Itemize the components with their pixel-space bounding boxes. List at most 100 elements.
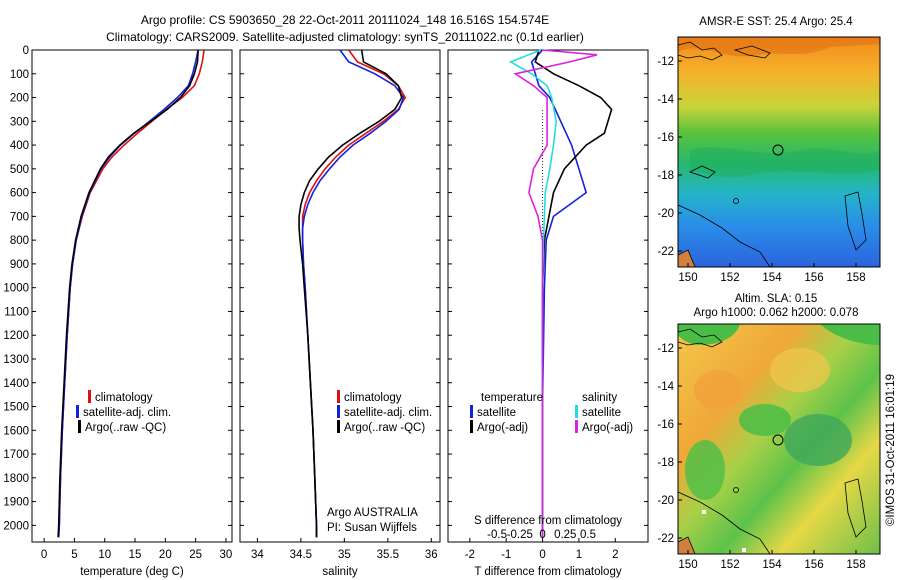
x-tick-label: 5 bbox=[71, 549, 77, 561]
legend-title-salinity: salinity bbox=[582, 392, 617, 404]
sla-green-center bbox=[739, 404, 791, 436]
depth-tick-label: 100 bbox=[10, 69, 29, 81]
sla-orange-high bbox=[694, 370, 742, 410]
sst-map: AMSR-E SST: 25.4 Argo: 25.4 bbox=[657, 16, 881, 284]
legend-swatch-s-argo bbox=[575, 420, 578, 433]
coastline-png bbox=[677, 41, 723, 61]
depth-tick-label: 600 bbox=[10, 188, 29, 200]
difference-series bbox=[508, 49, 613, 538]
series-satellite bbox=[301, 49, 405, 538]
series-salinity-argo bbox=[513, 49, 598, 538]
depth-tick-label: 1800 bbox=[3, 473, 29, 485]
depth-tick-label: 1100 bbox=[4, 306, 29, 318]
difference-panel: -2 -1 0 1 2 -0.5 -0.25 0 0.25 0.5 T difference fr… bbox=[447, 49, 649, 578]
x2-tick-label: -0.25 bbox=[507, 529, 533, 541]
map-lat-label: -22 bbox=[657, 246, 674, 258]
map-lon-label: 150 bbox=[678, 272, 697, 284]
x2-tick-label: 0 bbox=[539, 529, 545, 541]
x-tick-label: 30 bbox=[220, 549, 233, 561]
salinity-series bbox=[298, 49, 407, 538]
map-lat-label: -20 bbox=[657, 208, 674, 220]
legend-swatch-satellite bbox=[337, 405, 340, 418]
argo-position-marker bbox=[772, 144, 784, 156]
small-island bbox=[733, 487, 739, 493]
legend-label-satellite: satellite-adj. clim. bbox=[83, 407, 171, 419]
depth-tick-label: 1500 bbox=[3, 402, 29, 414]
x2-tick-label: 0.25 bbox=[554, 529, 576, 541]
x-tick-label: 15 bbox=[129, 549, 142, 561]
salinity-panel: 34 34.5 35 35.5 36 salinity climatology sate… bbox=[239, 49, 441, 578]
depth-tick-label: 2000 bbox=[3, 520, 29, 532]
sst-warm-patch bbox=[678, 37, 880, 57]
depth-tick-label: 1900 bbox=[3, 497, 29, 509]
temperature-xlabel: temperature (deg C) bbox=[80, 566, 184, 578]
difference-xlabel: T difference from climatology bbox=[474, 566, 621, 578]
salinity-frame bbox=[239, 49, 441, 543]
difference-legend-temperature: temperature satellite Argo(-adj) bbox=[470, 392, 543, 434]
depth-axis: 0 100 200 300 400 500 600 700 800 900 1000 1100 1200… bbox=[3, 45, 29, 532]
sla-title-2: Argo h1000: 0.062 h2000: 0.078 bbox=[694, 307, 859, 319]
series-temperature-satellite bbox=[530, 49, 588, 538]
coastline-islands bbox=[733, 45, 771, 59]
x-tick-label: 1 bbox=[576, 549, 582, 561]
map-lon-label: 156 bbox=[804, 272, 823, 284]
sla-yellow-high bbox=[770, 348, 830, 392]
annotation-pi: PI: Susan Wijffels bbox=[327, 522, 417, 534]
depth-tick-label: 700 bbox=[10, 211, 29, 223]
difference-frame bbox=[447, 49, 649, 543]
x2-tick-label: -0.5 bbox=[487, 529, 507, 541]
legend-label-argo: Argo(..raw -QC) bbox=[344, 422, 425, 434]
series-argo bbox=[298, 49, 403, 538]
legend-label-s-argo: Argo(-adj) bbox=[582, 422, 633, 434]
sst-green-band bbox=[690, 147, 880, 178]
legend-title-temperature: temperature bbox=[481, 392, 543, 404]
map-lon-label: 154 bbox=[762, 559, 782, 571]
temperature-frame bbox=[31, 49, 233, 543]
small-island bbox=[733, 198, 739, 204]
series-argo bbox=[57, 49, 199, 538]
map-lat-label: -14 bbox=[657, 381, 674, 393]
legend-label-satellite: satellite-adj. clim. bbox=[344, 407, 432, 419]
map-lat-label: -12 bbox=[657, 56, 674, 68]
depth-tick-label: 1600 bbox=[3, 425, 29, 437]
map-lon-label: 152 bbox=[720, 272, 739, 284]
legend-swatch-climatology bbox=[88, 390, 91, 403]
difference-ticks: -2 -1 0 1 2 -0.5 -0.25 0 0.25 0.5 bbox=[448, 49, 648, 561]
depth-tick-label: 0 bbox=[23, 45, 29, 57]
salinity-legend: climatology satellite-adj. clim. Argo(..… bbox=[337, 390, 432, 434]
series-climatology bbox=[57, 49, 205, 538]
legend-label-s-satellite: satellite bbox=[582, 407, 621, 419]
legend-label-t-argo: Argo(-adj) bbox=[477, 422, 528, 434]
depth-tick-label: 1200 bbox=[3, 330, 29, 342]
header-title: Argo profile: CS 5903650_28 22-Oct-2011 … bbox=[141, 13, 549, 27]
sst-title: AMSR-E SST: 25.4 Argo: 25.4 bbox=[699, 16, 853, 28]
map-lat-label: -18 bbox=[657, 170, 674, 182]
map-lat-label: -20 bbox=[657, 495, 674, 507]
sla-frame bbox=[677, 323, 881, 555]
map-lon-label: 158 bbox=[846, 559, 865, 571]
legend-label-climatology: climatology bbox=[344, 392, 402, 404]
x-tick-label: 0 bbox=[539, 549, 545, 561]
depth-tick-label: 200 bbox=[10, 93, 29, 105]
coastline-australia bbox=[677, 204, 771, 268]
series-climatology bbox=[301, 49, 407, 538]
legend-swatch-satellite bbox=[76, 405, 79, 418]
x-tick-label: 35 bbox=[338, 549, 351, 561]
legend-swatch-t-argo bbox=[470, 420, 473, 433]
map-lon-label: 152 bbox=[720, 559, 739, 571]
sla-map: Altim. SLA: 0.15 Argo h1000: 0.062 h2000… bbox=[657, 293, 881, 571]
depth-tick-label: 800 bbox=[10, 235, 29, 247]
x2-tick-label: 0.5 bbox=[580, 529, 596, 541]
salinity-ticks: 34 34.5 35 35.5 36 bbox=[240, 49, 440, 561]
temperature-series bbox=[57, 49, 205, 538]
x-tick-label: 2 bbox=[612, 549, 618, 561]
map-lon-label: 156 bbox=[804, 559, 823, 571]
difference-xlabel2: S difference from climatology bbox=[474, 515, 622, 527]
legend-label-climatology: climatology bbox=[95, 392, 153, 404]
legend-swatch-t-satellite bbox=[470, 405, 473, 418]
x-tick-label: 34 bbox=[251, 549, 264, 561]
x-tick-label: 0 bbox=[41, 549, 47, 561]
coastline-png bbox=[677, 328, 723, 348]
map-lat-label: -16 bbox=[657, 132, 674, 144]
depth-tick-label: 1400 bbox=[3, 378, 29, 390]
